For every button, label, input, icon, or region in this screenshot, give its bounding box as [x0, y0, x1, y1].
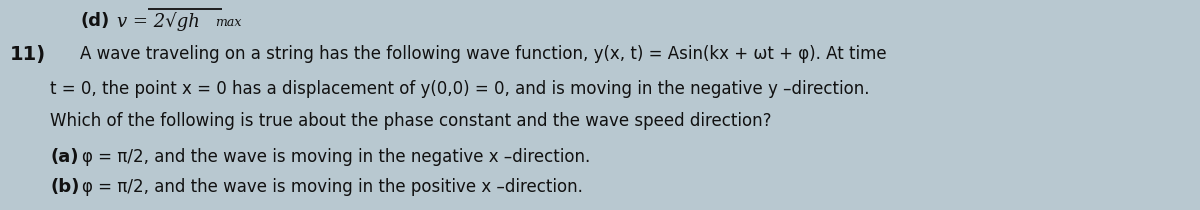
Text: φ = π/2, and the wave is moving in the negative x –direction.: φ = π/2, and the wave is moving in the n…: [82, 148, 590, 166]
Text: (b): (b): [50, 178, 79, 196]
Text: (d): (d): [80, 12, 109, 30]
Text: φ = π/2, and the wave is moving in the positive x –direction.: φ = π/2, and the wave is moving in the p…: [82, 178, 583, 196]
Text: v = 2√gh: v = 2√gh: [118, 12, 200, 31]
Text: A wave traveling on a string has the following wave function, y(x, t) = Asin(kx : A wave traveling on a string has the fol…: [80, 45, 887, 63]
Text: max: max: [215, 16, 241, 29]
Text: (a): (a): [50, 148, 78, 166]
Text: t = 0, the point x = 0 has a displacement of y(0,0) = 0, and is moving in the ne: t = 0, the point x = 0 has a displacemen…: [50, 80, 870, 98]
Text: 11): 11): [10, 45, 46, 64]
Text: Which of the following is true about the phase constant and the wave speed direc: Which of the following is true about the…: [50, 112, 772, 130]
